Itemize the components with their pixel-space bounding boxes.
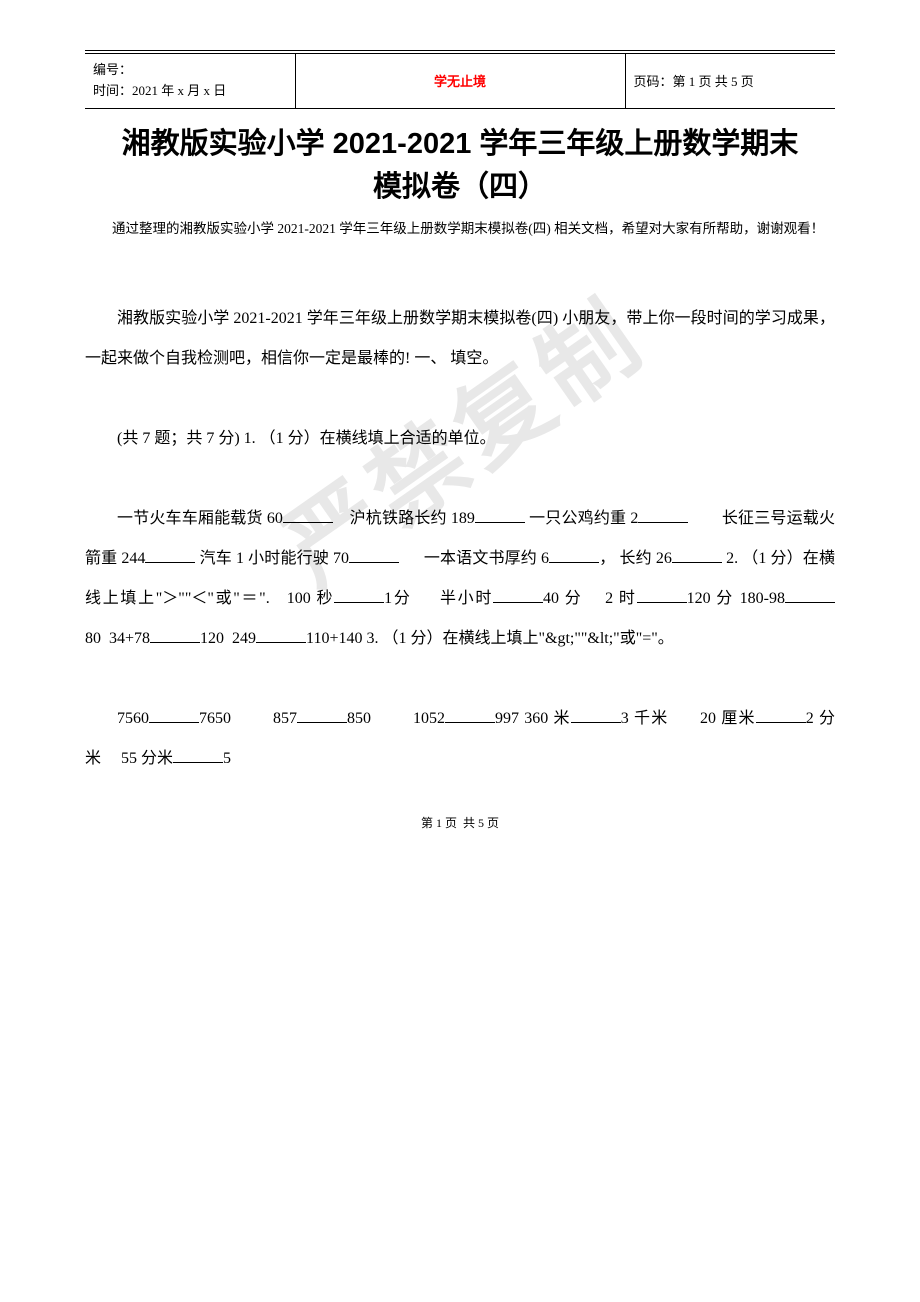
- header-rule-top: [85, 50, 835, 51]
- blank-field: [173, 747, 223, 763]
- blank-field: [150, 627, 200, 643]
- blank-field: [475, 507, 525, 523]
- header-left-cell: 编号： 时间：2021 年 x 月 x 日: [85, 54, 295, 108]
- blank-field: [283, 507, 333, 523]
- p4-a: 7560: [117, 710, 149, 727]
- blank-field: [145, 547, 195, 563]
- p4-b: 7650 857: [199, 710, 297, 727]
- p3-q2-b: 40 分 2 时: [543, 590, 637, 607]
- blank-field: [571, 707, 621, 723]
- p3-part1: 一节火车车厢能载货 60: [117, 510, 283, 527]
- body-text: 湘教版实验小学 2021-2021 学年三年级上册数学期末模拟卷(四) 小朋友，…: [85, 299, 835, 779]
- blank-field: [334, 587, 384, 603]
- header-center-cell: 学无止境: [295, 54, 625, 108]
- p4-c: 850 1052: [347, 710, 445, 727]
- blank-field: [445, 707, 495, 723]
- blank-field: [256, 627, 306, 643]
- p4-d: 997 360 米: [495, 710, 571, 727]
- p4-e: 3 千米 20 厘米: [621, 710, 756, 727]
- p3-part6: 一本语文书厚约 6: [399, 550, 549, 567]
- blank-field: [637, 587, 687, 603]
- page-content: 编号： 时间：2021 年 x 月 x 日 学无止境 页码：第 1 页 共 5 …: [85, 50, 835, 831]
- doc-time: 时间：2021 年 x 月 x 日: [93, 83, 226, 98]
- blank-field: [149, 707, 199, 723]
- page-footer: 第 1 页 共 5 页: [85, 814, 835, 831]
- doc-id: 编号：: [93, 62, 132, 77]
- blank-field: [785, 587, 835, 603]
- p3-q2-e: 120 249: [200, 630, 256, 647]
- p3-q2-a: 1分 半小时: [384, 590, 493, 607]
- page-title: 湘教版实验小学 2021-2021 学年三年级上册数学期末模拟卷（四）: [115, 123, 805, 210]
- blank-field: [297, 707, 347, 723]
- blank-field: [549, 547, 599, 563]
- paragraph-4: 75607650 857850 1052997 360 米3 千米 20 厘米2…: [85, 699, 835, 779]
- p3-q2-d: 80 34+78: [85, 630, 150, 647]
- p3-part3: 一只公鸡约重 2: [525, 510, 638, 527]
- header-table: 编号： 时间：2021 年 x 月 x 日 学无止境 页码：第 1 页 共 5 …: [85, 54, 835, 109]
- blank-field: [756, 707, 806, 723]
- p3-part5: 汽车 1 小时能行驶 70: [195, 550, 349, 567]
- blank-field: [672, 547, 722, 563]
- p4-g: 5: [223, 750, 231, 767]
- blank-field: [349, 547, 399, 563]
- p3-part2: 沪杭铁路长约 189: [333, 510, 475, 527]
- header-right-cell: 页码：第 1 页 共 5 页: [625, 54, 835, 108]
- p3-part7: ， 长约 26: [599, 550, 672, 567]
- paragraph-3: 一节火车车厢能载货 60 沪杭铁路长约 189 一只公鸡约重 2 长征三号运载火…: [85, 499, 835, 659]
- blank-field: [493, 587, 543, 603]
- p3-q2-f: 110+140 3. （1 分）在横线上填上"&gt;""&lt;"或"="。: [306, 630, 674, 647]
- intro-text: 通过整理的湘教版实验小学 2021-2021 学年三年级上册数学期末模拟卷(四)…: [85, 218, 835, 240]
- paragraph-1: 湘教版实验小学 2021-2021 学年三年级上册数学期末模拟卷(四) 小朋友，…: [85, 299, 835, 379]
- p3-q2-c: 120 分 180-98: [687, 590, 785, 607]
- paragraph-2: (共 7 题；共 7 分) 1. （1 分）在横线填上合适的单位。: [85, 419, 835, 459]
- blank-field: [638, 507, 688, 523]
